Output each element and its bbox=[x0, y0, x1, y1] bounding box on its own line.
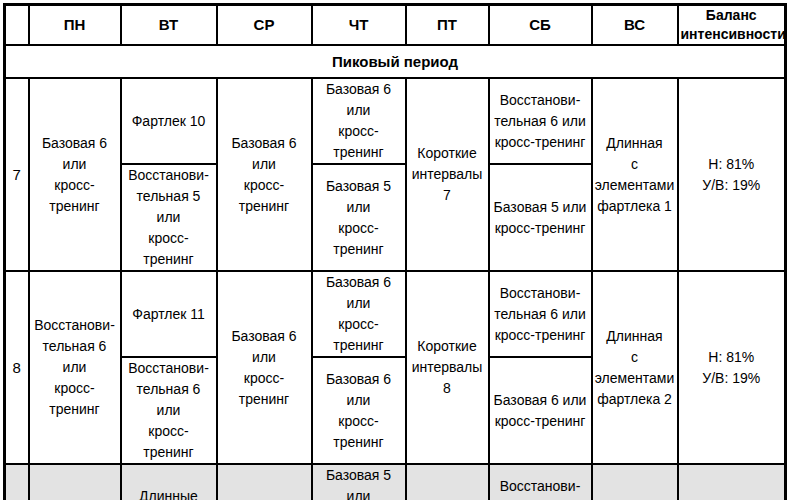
period-row: Пиковый период bbox=[5, 45, 786, 78]
week7-mon-cell: Базовая 6 или кросс-тренинг bbox=[29, 78, 121, 271]
day-header-fri: ПТ bbox=[406, 5, 489, 46]
week7-sun-cell: Длинная с элементами фартлека 1 bbox=[592, 78, 678, 271]
week9-thu-top-cell: Базовая 5 или кросс-тренинг bbox=[312, 464, 406, 500]
day-header-mon: ПН bbox=[29, 5, 121, 46]
week9-mon-cell bbox=[29, 464, 121, 500]
week9-sun-cell: Быстрый финиш 10 bbox=[592, 464, 678, 500]
week7-fri-cell: Короткие интервалы 7 bbox=[406, 78, 489, 271]
week8-balance-cell: Н: 81% У/В: 19% bbox=[678, 271, 786, 464]
week8-tue-bottom-cell: Восстанови- тельная 6 или кросс-тренинг bbox=[121, 357, 217, 464]
week7-thu-top-cell: Базовая 6 или кросс-тренинг bbox=[312, 78, 406, 164]
week7-sat-top-cell: Восстанови- тельная 6 или кросс-тренинг bbox=[489, 78, 592, 164]
week8-sun-cell: Длинная с элементами фартлека 2 bbox=[592, 271, 678, 464]
week9-wed-cell: Базовая 5 или кросс-тренинг bbox=[217, 464, 312, 500]
week9-number: 9 bbox=[5, 464, 29, 500]
week8-fri-cell: Короткие интервалы 8 bbox=[406, 271, 489, 464]
week7-number: 7 bbox=[5, 78, 29, 271]
corner-cell bbox=[5, 5, 29, 46]
week7-tue-top-cell: Фартлек 10 bbox=[121, 78, 217, 164]
week7-wed-cell: Базовая 6 или кросс-тренинг bbox=[217, 78, 312, 271]
week7-row-top: 7 Базовая 6 или кросс-тренинг Фартлек 10… bbox=[5, 78, 786, 164]
day-header-sat: СБ bbox=[489, 5, 592, 46]
week9-row-top: 9 Длинные интервалы 4 Базовая 5 или крос… bbox=[5, 464, 786, 500]
balance-header: Баланс интенсивности bbox=[678, 5, 786, 46]
day-header-thu: ЧТ bbox=[312, 5, 406, 46]
day-header-wed: СР bbox=[217, 5, 312, 46]
week7-balance-cell: Н: 81% У/В: 19% bbox=[678, 78, 786, 271]
week8-sat-top-cell: Восстанови- тельная 6 или кросс-тренинг bbox=[489, 271, 592, 357]
week8-number: 8 bbox=[5, 271, 29, 464]
day-header-tue: ВТ bbox=[121, 5, 217, 46]
week7-tue-bottom-cell: Восстанови- тельная 5 или кросс-тренинг bbox=[121, 164, 217, 271]
week9-balance-cell: Н: 83% У/В: 17% bbox=[678, 464, 786, 500]
week8-sat-bottom-cell: Базовая 6 или кросс-тренинг bbox=[489, 357, 592, 464]
week8-tue-top-cell: Фартлек 11 bbox=[121, 271, 217, 357]
day-header-sun: ВС bbox=[592, 5, 678, 46]
training-plan-table: ПН ВТ СР ЧТ ПТ СБ ВС Баланс интенсивност… bbox=[3, 3, 787, 500]
week8-thu-bottom-cell: Базовая 6 или кросс-тренинг bbox=[312, 357, 406, 464]
period-title: Пиковый период bbox=[5, 45, 786, 78]
week9-tue-top-cell: Длинные интервалы 4 bbox=[121, 464, 217, 500]
week9-fri-cell: Фартлек 8 bbox=[406, 464, 489, 500]
week7-sat-bottom-cell: Базовая 5 или кросс-тренинг bbox=[489, 164, 592, 271]
week8-row-top: 8 Восстанови- тельная 6 или кросс-тренин… bbox=[5, 271, 786, 357]
week7-thu-bottom-cell: Базовая 5 или кросс-тренинг bbox=[312, 164, 406, 271]
week8-mon-cell: Восстанови- тельная 6 или кросс-тренинг bbox=[29, 271, 121, 464]
week8-wed-cell: Базовая 6 или кросс-тренинг bbox=[217, 271, 312, 464]
week9-sat-top-cell: Восстанови- тельная 5 или кросс-тренинг bbox=[489, 464, 592, 500]
week8-thu-top-cell: Базовая 6 или кросс-тренинг bbox=[312, 271, 406, 357]
day-header-row: ПН ВТ СР ЧТ ПТ СБ ВС Баланс интенсивност… bbox=[5, 5, 786, 46]
